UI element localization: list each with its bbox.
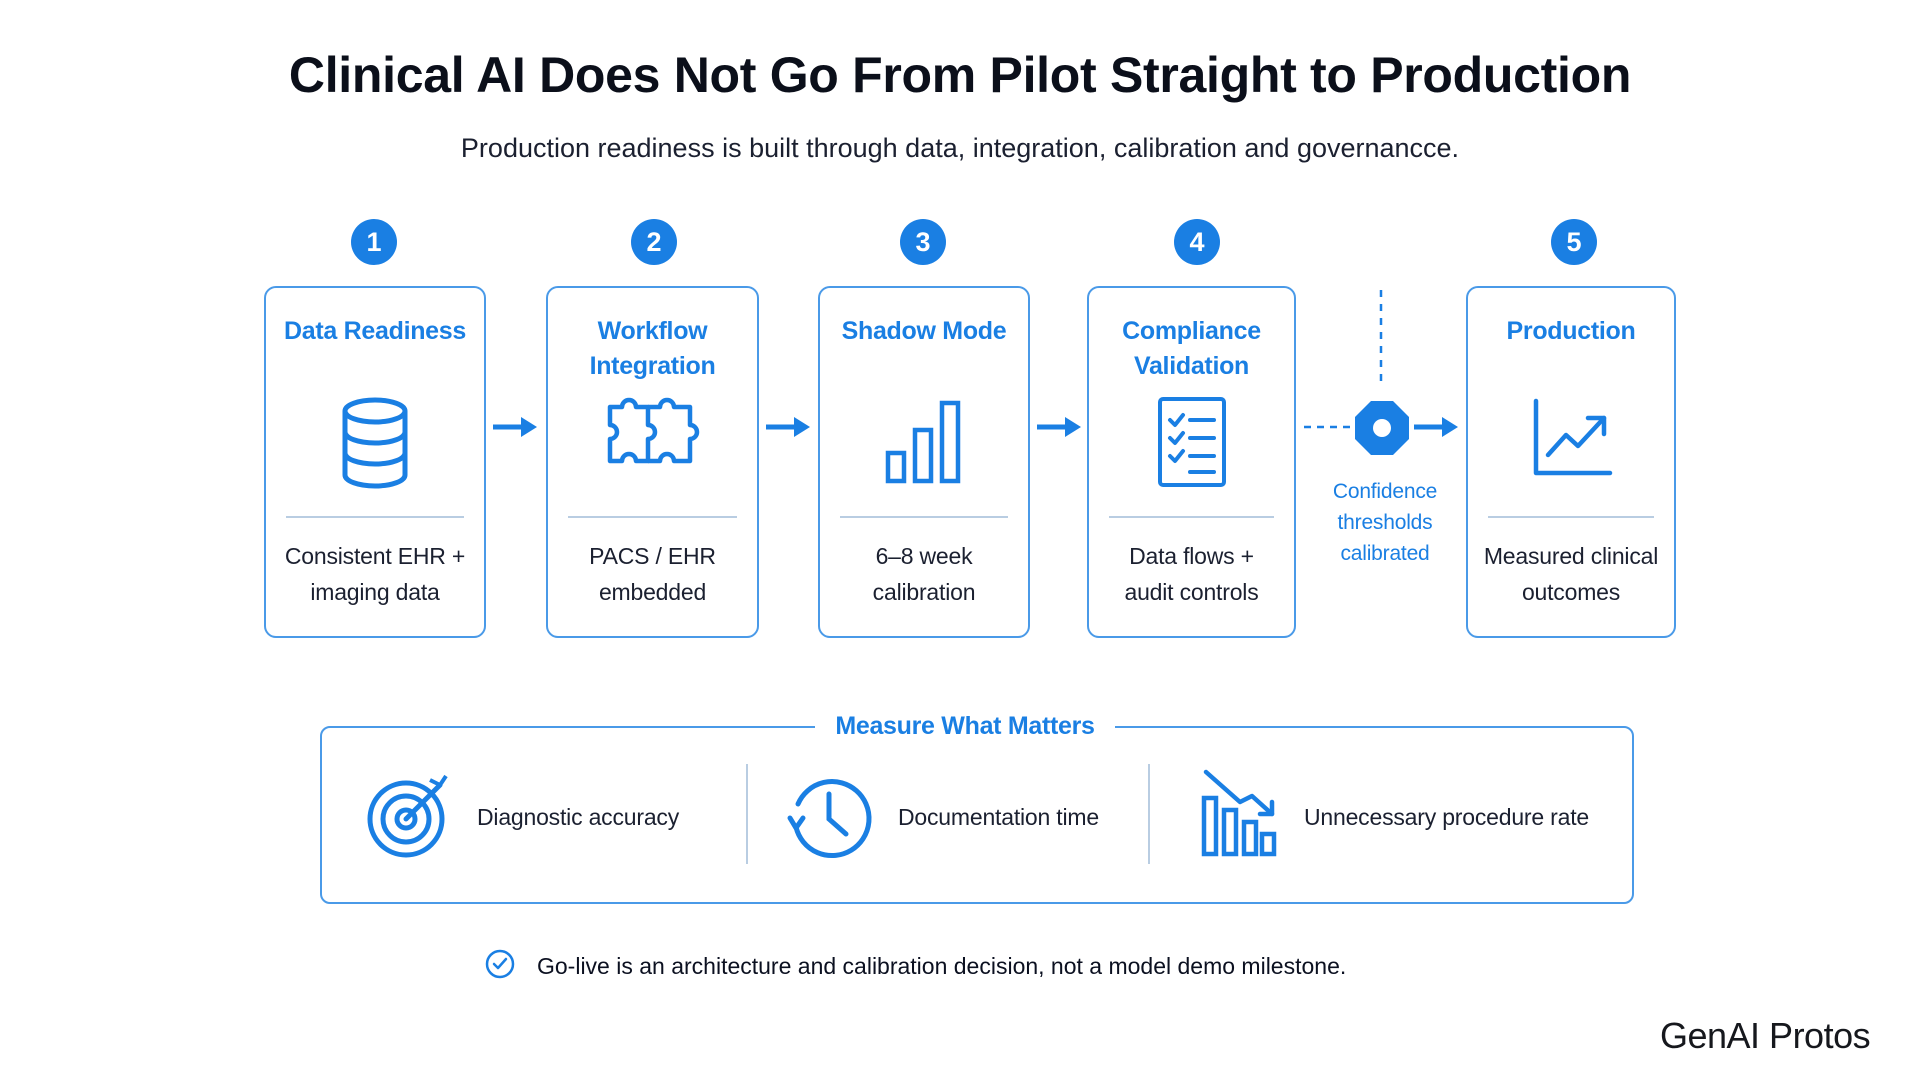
step-card-data-readiness: Data Readiness Consistent EHR + imaging …	[264, 286, 486, 638]
measure-title: Measure What Matters	[815, 712, 1115, 741]
step-3-badge: 3	[900, 219, 946, 265]
step-4-badge: 4	[1174, 219, 1220, 265]
step-title: Workflow Integration	[589, 317, 716, 380]
step-title: Data Readiness	[284, 317, 466, 345]
confidence-gate-connector	[1304, 290, 1458, 437]
step-1-badge: 1	[351, 219, 397, 265]
step-5-badge: 5	[1551, 219, 1597, 265]
step-card-workflow-integration: Workflow Integration PACS / EHR embedded	[546, 286, 759, 638]
checklist-icon	[1152, 393, 1232, 498]
confidence-thresholds-label: Confidence thresholds calibrated	[1332, 480, 1438, 565]
step-description: PACS / EHR embedded	[589, 543, 716, 605]
step-description: Consistent EHR + imaging data	[284, 543, 466, 605]
clock-icon	[787, 779, 872, 859]
step-description: 6–8 week calibration	[872, 543, 976, 605]
arrow-right-icon	[766, 417, 810, 437]
step-card-compliance-validation: Compliance Validation Data flows + audit…	[1087, 286, 1296, 638]
divider	[1148, 764, 1150, 864]
target-icon	[367, 774, 448, 858]
declining-bars-icon	[1201, 769, 1277, 857]
step-title: Shadow Mode	[841, 317, 1007, 345]
divider	[1109, 516, 1274, 518]
page-subtitle: Production readiness is built through da…	[460, 133, 1460, 163]
page-title: Clinical AI Does Not Go From Pilot Strai…	[288, 47, 1632, 103]
step-card-shadow-mode: Shadow Mode 6–8 week calibration	[818, 286, 1030, 638]
metric-label: Diagnostic accuracy	[477, 804, 680, 830]
step-title: Production	[1506, 317, 1636, 345]
step-card-production: Production Measured clinical outcomes	[1466, 286, 1676, 638]
step-2-badge: 2	[631, 219, 677, 265]
bar-chart-icon	[879, 393, 969, 498]
divider	[840, 516, 1008, 518]
puzzle-icon	[598, 393, 708, 488]
divider	[746, 764, 748, 864]
divider	[568, 516, 737, 518]
metric-label: Unnecessary procedure rate	[1304, 804, 1590, 830]
footer-note: Go-live is an architecture and calibrati…	[537, 953, 1347, 979]
metric-label: Documentation time	[898, 804, 1099, 830]
divider	[1488, 516, 1654, 518]
database-icon	[335, 393, 415, 498]
check-circle-icon	[485, 949, 515, 979]
step-title: Compliance Validation	[1122, 317, 1261, 380]
octagon-gate-icon	[1355, 401, 1409, 455]
step-description: Data flows + audit controls	[1124, 543, 1259, 605]
divider	[286, 516, 464, 518]
arrow-right-icon	[493, 417, 537, 437]
trend-up-icon	[1526, 393, 1616, 488]
step-description: Measured clinical outcomes	[1483, 543, 1659, 605]
brand-logo: GenAI Protos	[1660, 1015, 1871, 1056]
arrow-right-icon	[1037, 417, 1081, 437]
